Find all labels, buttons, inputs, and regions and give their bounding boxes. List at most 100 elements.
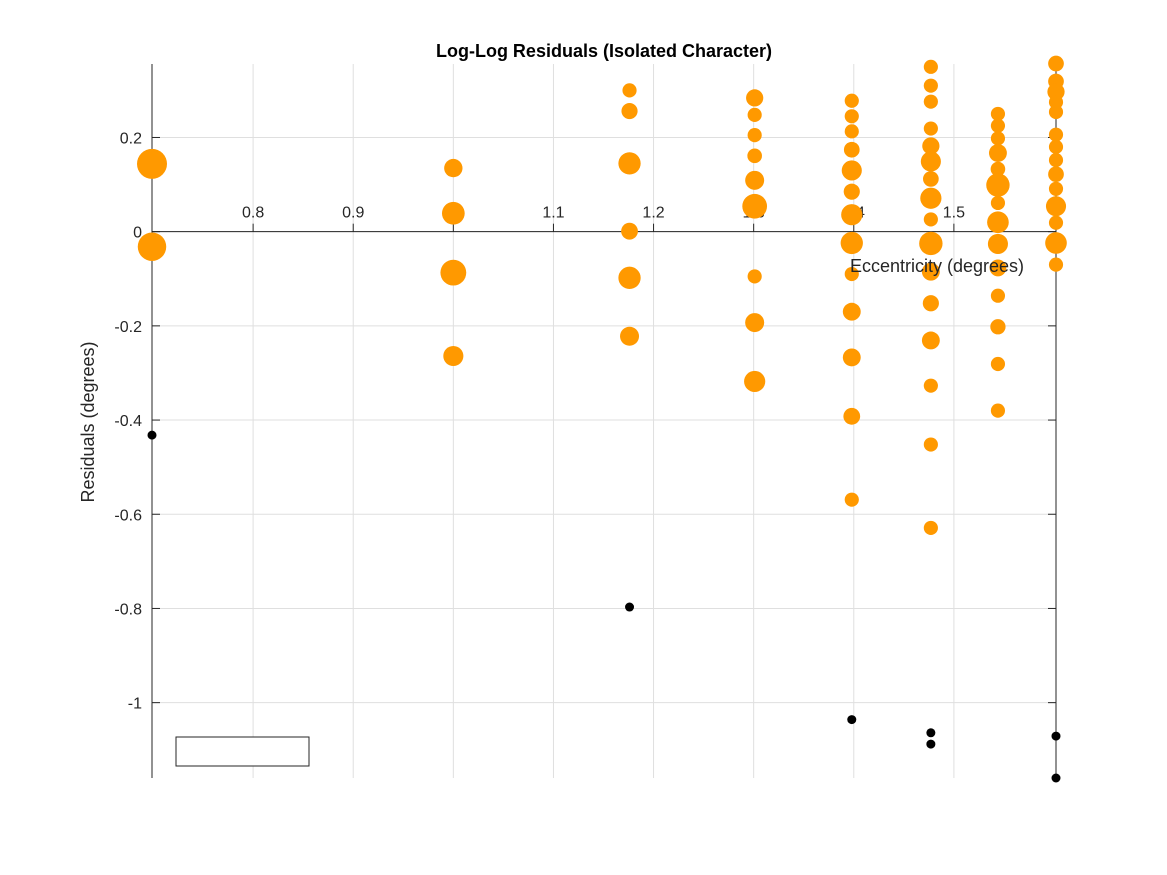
data-point [1048,152,1064,168]
data-point [923,171,939,187]
data-point [990,195,1006,211]
data-point [923,94,938,109]
data-point [745,170,765,190]
data-point-excluded [1051,731,1061,741]
data-point [747,269,762,284]
data-point [986,173,1010,197]
data-point [618,266,641,289]
data-point [844,93,859,108]
x-axis-label: Eccentricity (degrees) [850,256,1024,276]
data-point [1048,166,1064,183]
data-point [1048,181,1064,196]
data-point [921,331,940,350]
x-tick-label: 0.8 [242,205,264,222]
data-point-excluded [147,430,157,440]
data-point [923,59,938,74]
data-point [747,107,762,122]
x-tick-label: 1.2 [642,205,664,222]
data-point-excluded [1051,773,1061,783]
data-point [746,89,764,107]
chart-title: Log-Log Residuals (Isolated Character) [436,41,772,61]
data-point [440,259,467,286]
data-point [618,152,641,175]
data-point-excluded [847,715,857,725]
data-point [841,160,862,181]
data-point [842,302,861,321]
y-tick-label: -0.2 [114,319,142,336]
data-point [990,118,1006,133]
data-point [844,109,859,124]
axes: -1-0.8-0.6-0.4-0.200.20.80.91.11.21.31.4… [114,64,1057,778]
y-axis-label: Residuals (degrees) [78,341,98,502]
grid-lines [152,64,1056,778]
data-point [840,231,863,255]
data-point [1048,139,1064,154]
data-point [923,78,938,93]
data-point [923,378,938,393]
data-points [137,55,1067,783]
data-point [844,266,859,282]
data-point [1048,104,1064,120]
data-point-excluded [625,602,635,612]
data-point-excluded [926,728,936,738]
legend-box [175,736,310,767]
y-tick-label: 0 [133,225,142,242]
data-point [137,232,167,261]
data-point [1048,95,1064,110]
x-tick-label: 1.1 [542,205,564,222]
data-point [745,313,765,333]
data-point [843,183,860,200]
data-point [441,201,465,225]
data-point [747,128,762,143]
data-point [844,492,859,507]
data-point [923,437,938,452]
data-point [844,124,859,139]
data-point [744,370,766,393]
data-point [621,222,638,240]
data-point [987,211,1009,234]
data-point [621,103,638,120]
data-point [988,144,1007,162]
data-point [1045,232,1067,254]
x-tick-label: 0.9 [342,205,364,222]
y-tick-label: -1 [128,696,142,713]
data-point [990,356,1006,372]
data-point [843,407,861,425]
data-point [920,151,941,172]
data-point [923,520,938,535]
y-tick-label: -0.8 [114,601,142,618]
y-tick-label: 0.2 [120,130,142,147]
data-point [620,326,640,346]
data-point [922,295,939,312]
data-point [1048,127,1064,142]
data-point [1048,257,1064,272]
data-point-excluded [926,739,936,749]
data-point [989,259,1007,277]
data-point [922,137,940,155]
data-point [747,148,762,164]
data-point [1045,196,1067,217]
data-point [622,83,637,98]
data-point [923,212,938,227]
data-point [920,187,942,209]
x-tick-label: 1.5 [943,205,965,222]
data-point [443,345,464,367]
data-point [444,158,463,178]
data-point [137,148,167,179]
y-tick-label: -0.4 [114,413,142,430]
data-point [990,131,1006,146]
data-point [843,141,860,158]
data-point [742,193,768,219]
data-point [1047,83,1065,101]
data-point [919,231,943,256]
data-point [841,204,863,226]
data-point [987,233,1008,254]
data-point [923,121,938,136]
data-point [990,403,1006,418]
y-tick-label: -0.6 [114,507,142,524]
data-point [842,348,861,367]
data-point [990,161,1006,177]
data-point [1048,55,1064,72]
data-point [990,288,1006,303]
